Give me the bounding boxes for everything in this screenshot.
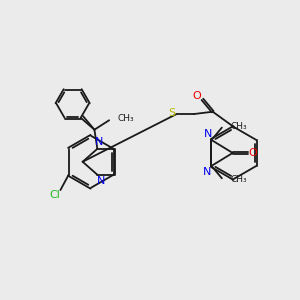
Text: CH₃: CH₃	[230, 175, 247, 184]
Text: N: N	[203, 167, 211, 177]
Text: O: O	[249, 148, 257, 158]
Text: Cl: Cl	[49, 190, 60, 200]
Text: N: N	[97, 176, 105, 186]
Text: N: N	[204, 128, 212, 139]
Text: CH₃: CH₃	[230, 122, 247, 130]
Text: S: S	[168, 108, 175, 118]
Text: N: N	[94, 137, 103, 147]
Text: O: O	[193, 91, 202, 101]
Text: CH₃: CH₃	[117, 114, 134, 123]
